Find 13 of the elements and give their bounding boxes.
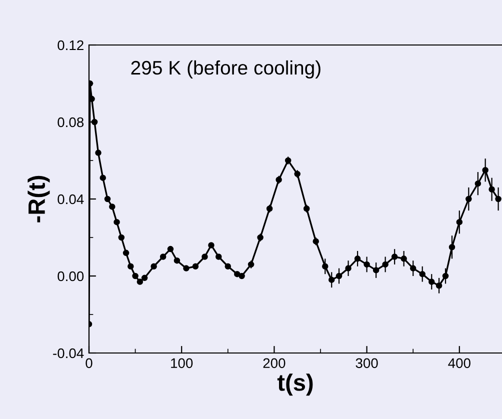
y-tick-label: -0.04 — [53, 348, 84, 358]
x-tick-label: 0 — [86, 358, 92, 368]
y-axis-title: -R(t) — [28, 176, 50, 222]
x-tick-label: 200 — [263, 358, 286, 368]
x-tick-label: 300 — [356, 358, 378, 368]
x-tick-label: 100 — [171, 358, 193, 368]
x-axis-title: t(s) — [277, 374, 313, 396]
annotation: 295 K (before cooling) — [131, 60, 320, 79]
y-tick-label: 0.12 — [58, 40, 84, 50]
y-tick-label: 0.04 — [58, 194, 84, 204]
y-tick-label: 0.08 — [58, 117, 84, 128]
y-tick-label: 0.00 — [58, 271, 84, 282]
x-tick-label: 400 — [448, 358, 470, 368]
